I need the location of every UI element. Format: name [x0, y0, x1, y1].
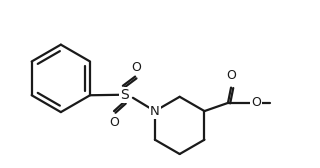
Text: O: O [109, 116, 119, 129]
Text: O: O [251, 96, 261, 109]
Text: O: O [226, 69, 236, 82]
Text: S: S [120, 88, 129, 102]
Text: O: O [132, 61, 141, 74]
Text: N: N [150, 105, 160, 118]
